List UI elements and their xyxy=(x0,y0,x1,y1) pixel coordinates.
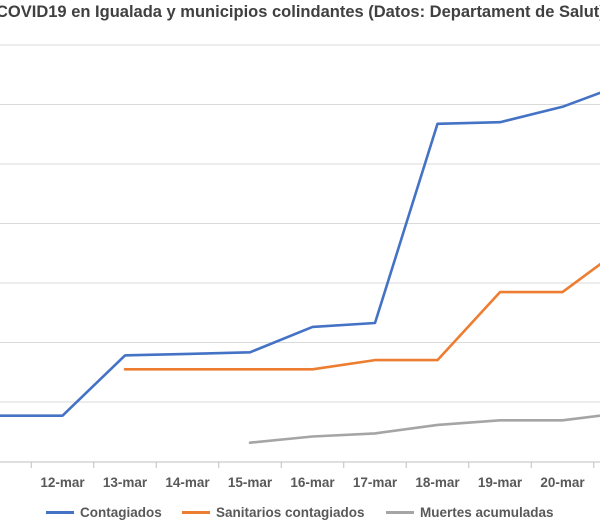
x-axis xyxy=(0,461,600,468)
legend-label-muertes: Muertes acumuladas xyxy=(420,505,554,520)
legend-swatch-muertes xyxy=(386,511,414,514)
x-tick-label: 12-mar xyxy=(40,475,85,490)
x-tick-label: 20-mar xyxy=(540,475,585,490)
series-line-2 xyxy=(248,414,600,444)
legend-item-muertes: Muertes acumuladas xyxy=(386,505,554,520)
x-tick-label: 15-mar xyxy=(228,475,273,490)
series-line-1 xyxy=(123,262,600,371)
legend-label-contagiados: Contagiados xyxy=(80,505,162,520)
x-tick-label: 17-mar xyxy=(353,475,398,490)
x-tick-label: 13-mar xyxy=(103,475,148,490)
legend-label-sanitarios: Sanitarios contagiados xyxy=(216,505,365,520)
legend-item-sanitarios: Sanitarios contagiados xyxy=(182,505,365,520)
series-lines xyxy=(0,91,600,444)
x-tick-label: 16-mar xyxy=(290,475,335,490)
chart-title: COVID19 en Igualada y municipios colinda… xyxy=(0,3,600,21)
x-tick-label: 19-mar xyxy=(478,475,523,490)
x-tick-label: 18-mar xyxy=(415,475,460,490)
legend-swatch-sanitarios xyxy=(182,511,210,514)
series-line-0 xyxy=(0,91,600,417)
x-tick-labels: 12-mar 13-mar 14-mar 15-mar 16-mar 17-mar 18-m… xyxy=(40,475,585,490)
x-tick-label: 14-mar xyxy=(165,475,210,490)
gridlines xyxy=(0,44,600,403)
legend-item-contagiados: Contagiados xyxy=(46,505,162,520)
legend-swatch-contagiados xyxy=(46,511,74,514)
legend: Contagiados Sanitarios contagiados Muert… xyxy=(0,505,600,525)
